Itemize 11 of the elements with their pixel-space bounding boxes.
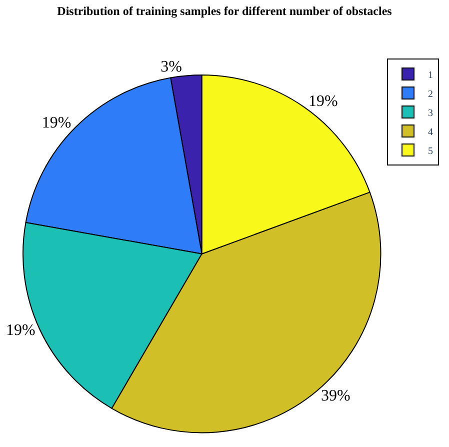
chart-title: Distribution of training samples for different number of obstacles <box>57 4 392 18</box>
data-label: 19% <box>42 114 72 132</box>
legend-label: 2 <box>428 88 433 100</box>
data-label: 19% <box>6 322 36 339</box>
legend-label: 5 <box>428 146 433 157</box>
legend-label: 3 <box>428 108 433 119</box>
legend-label: 4 <box>428 126 433 138</box>
data-label: 39% <box>321 387 350 404</box>
legend-label: 1 <box>428 70 433 81</box>
data-label: 3% <box>160 58 182 76</box>
data-label: 19% <box>308 92 338 110</box>
